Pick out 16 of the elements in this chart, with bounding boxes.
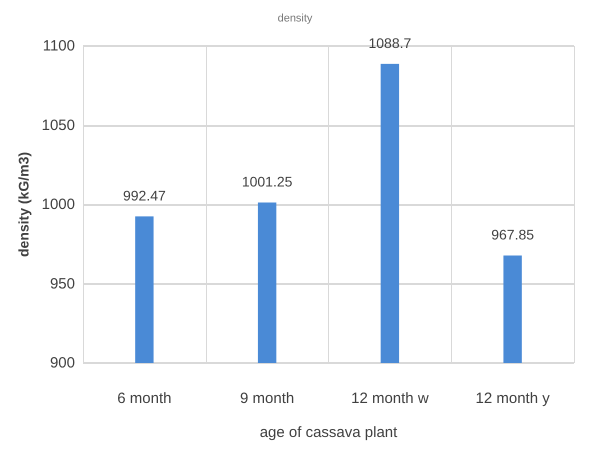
y-tick-label: 950 xyxy=(50,275,75,292)
x-tick-label: 12 month w xyxy=(351,390,429,407)
x-tick-label: 9 month xyxy=(240,390,294,407)
x-axis-title: age of cassava plant xyxy=(260,424,398,441)
y-tick-label: 1100 xyxy=(42,38,75,54)
y-tick-label: 1000 xyxy=(42,196,75,213)
chart-title: density xyxy=(278,12,313,24)
data-label: 1001.25 xyxy=(242,174,293,190)
y-axis-title: density (kG/m3) xyxy=(16,152,32,258)
data-label: 967.85 xyxy=(491,226,534,242)
x-tick-label: 12 month y xyxy=(476,390,550,407)
data-label: 992.47 xyxy=(122,187,166,204)
data-label: 1088.7 xyxy=(368,34,412,51)
y-tick-label: 1050 xyxy=(42,116,75,134)
y-tick-label: 900 xyxy=(50,354,75,372)
x-tick-label: 6 month xyxy=(117,390,172,407)
